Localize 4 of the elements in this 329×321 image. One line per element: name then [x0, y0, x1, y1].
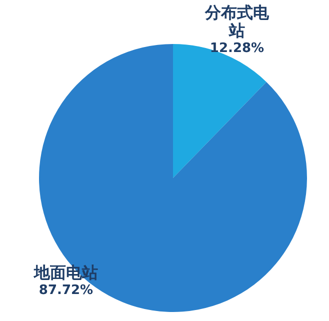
data-label: 87.72%	[38, 282, 94, 300]
slice-label: 地面电站	[32, 263, 99, 282]
data-label: 12.28%	[208, 40, 266, 58]
slice-label: 分布式电站	[204, 3, 270, 40]
